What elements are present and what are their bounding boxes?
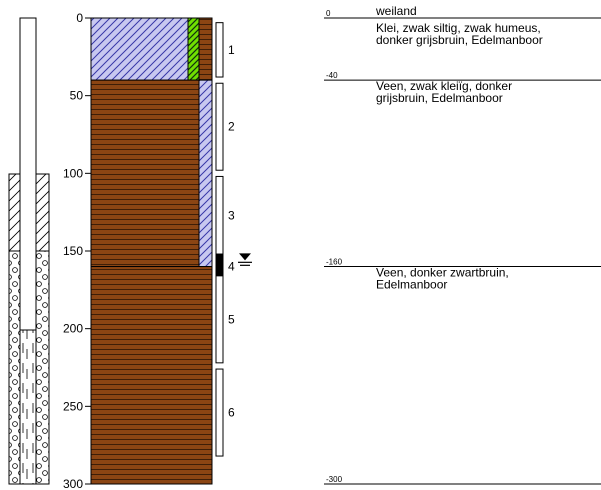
layer-clay-organic-indicator xyxy=(198,17,213,81)
description-text-line: Veen, zwak kleiïg, donker xyxy=(376,79,512,93)
well-pipe xyxy=(19,17,37,331)
description-text-line: grijsbruin, Edelmanboor xyxy=(376,91,503,105)
layer-peat-clayey xyxy=(90,79,200,268)
sample-label: 4 xyxy=(228,260,235,274)
sample-label: 6 xyxy=(228,406,235,420)
well-gravel-pack-right xyxy=(35,250,50,485)
depth-tick-label: 300 xyxy=(63,477,83,490)
well-construction xyxy=(8,17,50,485)
depth-tick-label: 250 xyxy=(63,399,83,413)
sample-label: 1 xyxy=(228,43,235,57)
sample-bar xyxy=(215,368,224,457)
depth-tick-label: 100 xyxy=(63,166,83,180)
sample-intervals: 1 2 3 4 5 6 xyxy=(215,22,235,457)
depth-tick-label: 0 xyxy=(76,11,83,25)
layer-clay xyxy=(90,17,189,81)
sample-label: 2 xyxy=(228,120,235,134)
groundwater-level-icon xyxy=(238,253,252,266)
description-text-line: Edelmanboor xyxy=(376,278,447,292)
layer-peat-clay-indicator xyxy=(198,79,213,268)
depth-tick-label: 50 xyxy=(70,89,84,103)
depth-axis: 0 50 100 150 200 250 300 xyxy=(63,11,92,490)
sample-bar xyxy=(215,253,224,280)
sample-label: 3 xyxy=(228,208,235,222)
groundwater-triangle xyxy=(239,253,251,261)
depth-tick-label: 200 xyxy=(63,322,83,336)
description-depth-label: -40 xyxy=(326,71,338,80)
well-gravel-pack-left xyxy=(8,250,21,485)
sample-bar xyxy=(215,82,224,171)
sample-bar xyxy=(215,275,224,364)
sample-label: 5 xyxy=(228,312,235,326)
description-text-line: donker grijsbruin, Edelmanboor xyxy=(376,33,543,47)
well-casing-hatch-right xyxy=(35,173,50,252)
description-depth-label: 0 xyxy=(326,9,331,18)
description-depth-label: -300 xyxy=(326,475,343,484)
layer-peat xyxy=(90,266,213,485)
sample-bar xyxy=(215,175,224,255)
well-casing-hatch-left xyxy=(8,173,21,252)
description-text-line: Veen, donker zwartbruin, xyxy=(376,266,509,280)
description-depth-label: -160 xyxy=(326,258,343,267)
well-filter-screen xyxy=(19,329,37,485)
sample-bar xyxy=(215,22,224,78)
description-text-line: Klei, zwak siltig, zwak humeus, xyxy=(376,21,541,35)
layer-descriptions: 0 weiland Klei, zwak siltig, zwak humeus,d… xyxy=(324,4,601,485)
layer-clay-humic-indicator xyxy=(187,17,200,81)
soil-column xyxy=(90,17,213,485)
description-text-line: weiland xyxy=(375,4,417,18)
depth-tick-label: 150 xyxy=(63,244,83,258)
